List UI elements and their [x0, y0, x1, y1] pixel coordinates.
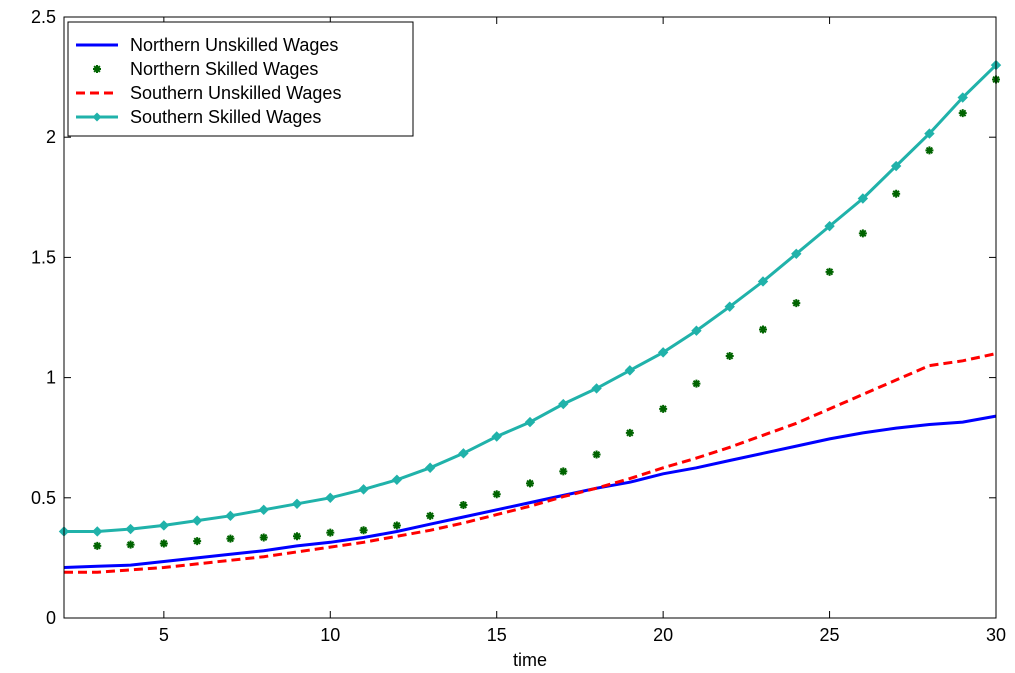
data-point: [791, 248, 802, 260]
data-point: [692, 379, 701, 388]
data-point: [858, 229, 867, 238]
x-tick-label: 5: [159, 625, 169, 645]
data-point: [125, 523, 136, 535]
data-point: [291, 498, 303, 510]
legend-label: Northern Unskilled Wages: [130, 35, 338, 55]
x-tick-label: 15: [487, 625, 507, 645]
data-point: [126, 540, 135, 549]
data-point: [392, 521, 401, 530]
data-point: [792, 299, 801, 308]
data-point: [659, 404, 668, 413]
y-tick-label: 0.5: [31, 488, 56, 508]
legend-box: [67, 21, 414, 137]
y-tick-label: 2: [46, 127, 56, 147]
data-point: [226, 534, 235, 543]
data-point: [526, 479, 534, 488]
data-point: [957, 92, 968, 103]
data-point: [193, 537, 202, 546]
data-point: [825, 267, 834, 276]
legend-label: Southern Skilled Wages: [130, 107, 321, 127]
legend-item: Northern Skilled Wages: [93, 59, 318, 79]
series-layer: [58, 59, 1002, 574]
legend-label: Southern Unskilled Wages: [130, 83, 341, 103]
data-point: [93, 541, 102, 550]
legend-item: Southern Skilled Wages: [76, 107, 321, 127]
series-line: [63, 414, 997, 569]
data-point: [293, 532, 301, 541]
legend-label: Northern Skilled Wages: [130, 59, 318, 79]
data-point: [757, 276, 769, 287]
data-point: [892, 189, 901, 198]
series-line: [64, 352, 997, 574]
legend-item: Northern Unskilled Wages: [76, 35, 338, 55]
data-point: [459, 501, 468, 510]
data-point: [326, 528, 335, 537]
data-point: [191, 515, 203, 526]
data-point: [657, 347, 669, 358]
x-tick-label: 25: [820, 625, 840, 645]
plot-frame: [63, 16, 997, 619]
data-point: [890, 160, 902, 172]
legend-marker: [92, 112, 102, 122]
series-2: [93, 75, 1000, 550]
y-tick-label: 1: [46, 368, 56, 388]
data-point: [591, 383, 602, 394]
data-point: [158, 520, 170, 531]
data-point: [724, 301, 735, 312]
x-tick-label: 20: [653, 625, 673, 645]
data-point: [624, 365, 636, 376]
y-tick-label: 2.5: [31, 7, 56, 27]
data-point: [857, 193, 869, 204]
data-point: [225, 510, 236, 522]
data-point: [924, 128, 935, 139]
data-point: [524, 416, 536, 428]
data-point: [426, 511, 435, 520]
data-point: [759, 325, 767, 334]
data-point: [492, 490, 501, 499]
data-point: [925, 146, 934, 155]
data-point: [958, 109, 967, 118]
data-point: [258, 504, 269, 516]
data-point: [358, 484, 369, 495]
data-point: [391, 474, 403, 485]
series-4: [58, 59, 1002, 537]
data-point: [725, 351, 734, 360]
data-point: [359, 526, 368, 535]
data-point: [159, 539, 168, 548]
data-point: [558, 398, 569, 410]
data-point: [259, 533, 268, 542]
data-point: [325, 492, 336, 504]
x-axis-label: time: [513, 650, 547, 670]
series-3: [64, 352, 997, 574]
data-point: [691, 325, 702, 336]
data-point: [559, 467, 568, 476]
x-tick-label: 30: [986, 625, 1006, 645]
axes-layer: 5 10 15 20 25 30 0 0.5 1 1.5 2 2.5: [31, 7, 1006, 645]
data-point: [592, 450, 601, 459]
legend-marker: [93, 65, 101, 73]
data-point: [424, 462, 436, 473]
y-tick-label: 1.5: [31, 247, 56, 267]
legend-item: Southern Unskilled Wages: [76, 83, 341, 103]
data-point: [491, 431, 502, 442]
data-point: [625, 428, 634, 437]
data-point: [824, 220, 835, 232]
x-tick-label: 10: [320, 625, 340, 645]
data-point: [92, 526, 103, 537]
data-point: [458, 448, 469, 459]
legend: Northern Unskilled Wages Northern Skilled…: [67, 21, 414, 137]
y-tick-label: 0: [46, 608, 56, 628]
series-1: [63, 414, 997, 569]
